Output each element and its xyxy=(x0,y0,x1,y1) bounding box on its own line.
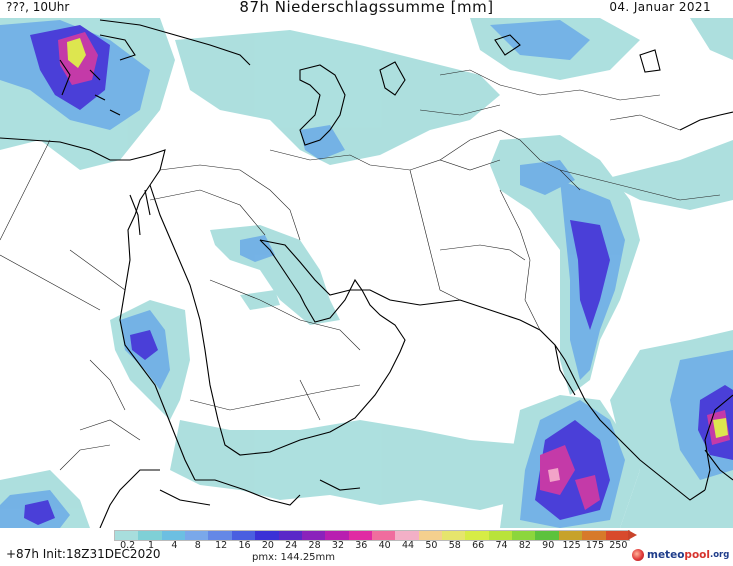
scale-tick-label: 74 xyxy=(495,540,508,551)
scale-tick-label: 24 xyxy=(285,540,298,551)
scale-tick-label: 1 xyxy=(148,540,155,551)
scale-swatch xyxy=(301,531,326,540)
scale-swatch xyxy=(418,531,443,540)
scale-swatch xyxy=(208,531,232,540)
scale-swatch xyxy=(558,531,583,540)
borders xyxy=(0,69,721,471)
scale-tick-label: 32 xyxy=(331,540,344,551)
scale-swatch xyxy=(582,531,606,540)
scale-tick-label: 82 xyxy=(518,540,531,551)
precip-peak xyxy=(67,38,728,438)
location-time-label: ???, 10Uhr xyxy=(6,0,70,14)
coastlines xyxy=(0,19,733,528)
scale-tick-label: 4 xyxy=(171,540,178,551)
map-header: ???, 10Uhr 87h Niederschlagssumme [mm] 0… xyxy=(0,0,733,18)
scale-swatch xyxy=(115,531,139,540)
map-title: 87h Niederschlagssumme [mm] xyxy=(239,0,494,16)
precipitation-map xyxy=(0,18,733,528)
scale-tick-label: 36 xyxy=(355,540,368,551)
model-run-info: +87h Init:18Z31DEC2020 xyxy=(6,547,161,561)
scale-overflow-arrow xyxy=(628,530,637,540)
map-footer: 0.2 1 4 8 12 16 20 24 28 32 36 40 44 50 58 66 74 82 90 125 1… xyxy=(0,528,733,566)
logo-text-org: .org xyxy=(709,550,730,560)
meteopool-logo[interactable]: meteo pool .org xyxy=(632,547,729,563)
scale-swatch xyxy=(348,531,372,540)
scale-swatch xyxy=(512,531,536,540)
scale-swatch xyxy=(535,531,559,540)
scale-tick-label: 12 xyxy=(215,540,228,551)
scale-tick-label: 250 xyxy=(609,540,628,551)
scale-tick-label: 8 xyxy=(194,540,201,551)
scale-tick-label: 90 xyxy=(542,540,555,551)
scale-tick-label: 58 xyxy=(448,540,461,551)
scale-swatch xyxy=(231,531,256,540)
scale-swatch xyxy=(138,531,162,540)
scale-swatch xyxy=(325,531,349,540)
scale-swatch xyxy=(605,531,629,540)
logo-text-pool: pool xyxy=(684,549,710,561)
scale-swatch xyxy=(161,531,186,540)
scale-tick-labels: 0.2 1 4 8 12 16 20 24 28 32 36 40 44 50 58 66 74 82 90 125 1… xyxy=(114,540,634,552)
max-precip-value: pmx: 144.25mm xyxy=(252,552,336,563)
logo-text-meteo: meteo xyxy=(647,549,685,561)
scale-swatch xyxy=(278,531,302,540)
forecast-date: 04. Januar 2021 xyxy=(609,0,711,14)
precipitation-color-scale xyxy=(114,530,630,541)
scale-tick-label: 175 xyxy=(585,540,605,551)
scale-tick-label: 20 xyxy=(261,540,274,551)
scale-tick-label: 0.2 xyxy=(120,540,136,551)
scale-swatch xyxy=(185,531,209,540)
scale-tick-label: 66 xyxy=(472,540,485,551)
scale-swatch xyxy=(395,531,419,540)
scale-swatch xyxy=(465,531,489,540)
scale-tick-label: 44 xyxy=(401,540,415,551)
scale-tick-label: 28 xyxy=(308,540,321,551)
map-canvas xyxy=(0,18,733,528)
scale-swatch xyxy=(255,531,279,540)
scale-tick-label: 16 xyxy=(238,540,251,551)
scale-tick-label: 40 xyxy=(378,540,391,551)
scale-tick-label: 50 xyxy=(425,540,438,551)
scale-swatch xyxy=(371,531,396,540)
scale-tick-label: 125 xyxy=(562,540,581,551)
scale-swatch xyxy=(442,531,466,540)
scale-swatch xyxy=(488,531,513,540)
logo-globe-icon xyxy=(632,549,644,561)
